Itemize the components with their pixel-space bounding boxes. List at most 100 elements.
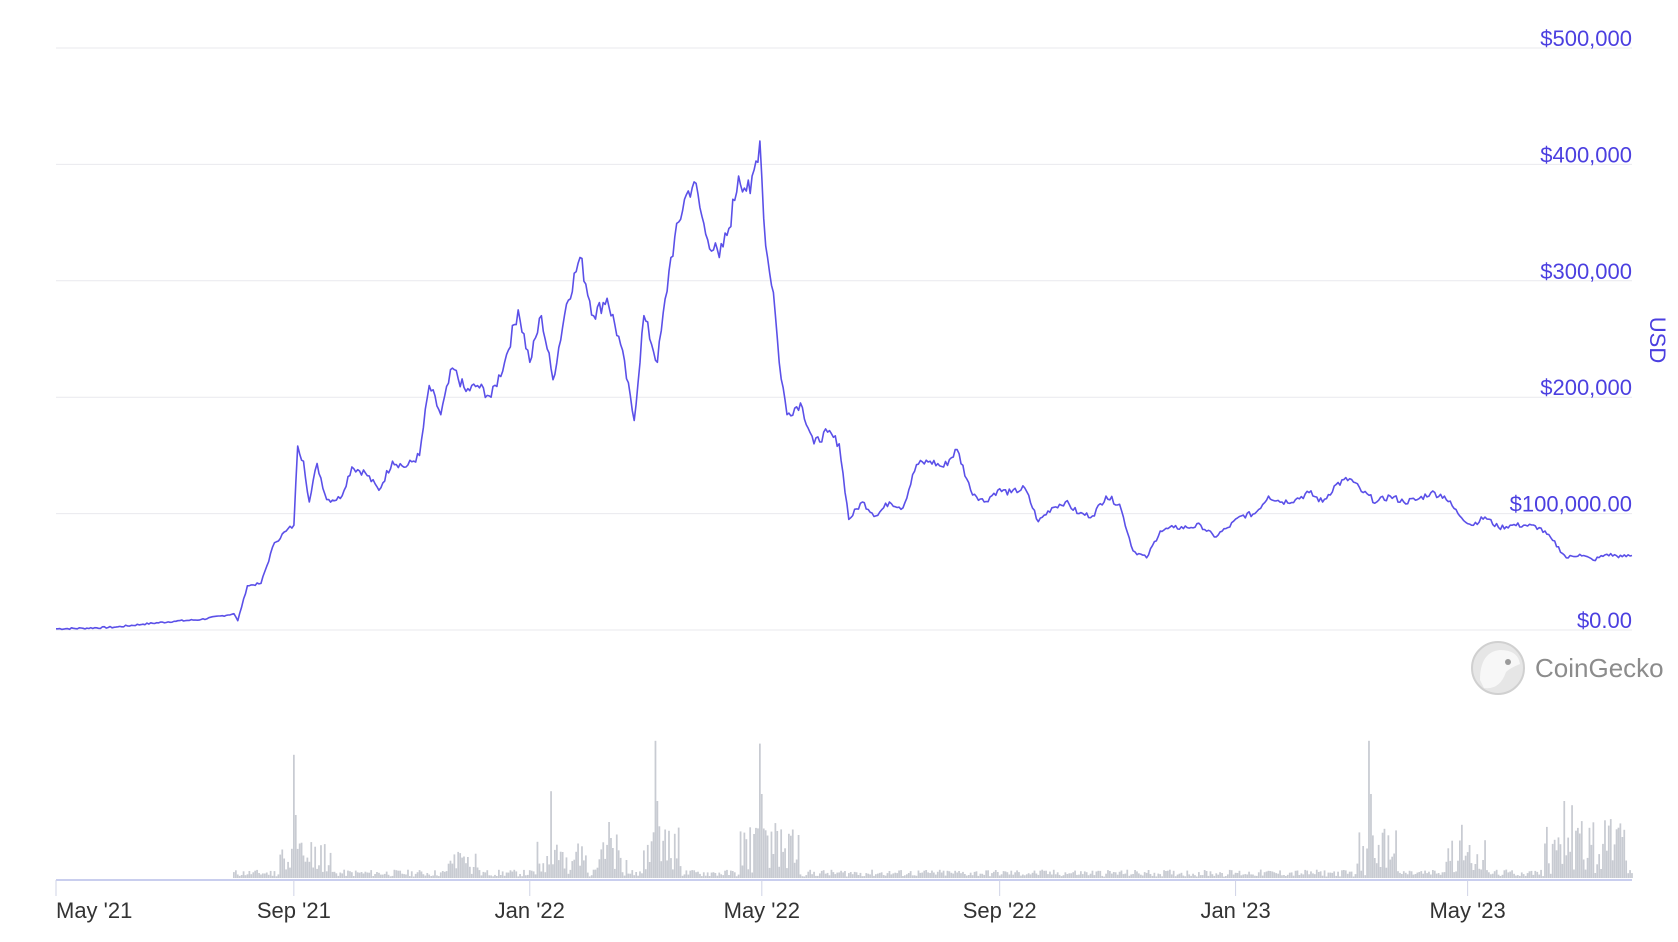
- volume-bar: [1401, 874, 1403, 878]
- volume-bar: [331, 871, 334, 878]
- volume-bar: [996, 872, 999, 878]
- volume-bar: [1141, 875, 1144, 878]
- volume-bar: [1548, 863, 1550, 878]
- volume-bar: [1288, 872, 1291, 878]
- volume-bar: [1143, 872, 1146, 878]
- volume-bar: [470, 873, 473, 878]
- volume-bar: [333, 871, 336, 878]
- volume-bar: [809, 869, 812, 878]
- volume-bar: [664, 829, 667, 878]
- volume-bar: [1317, 872, 1320, 878]
- volume-bar: [762, 828, 765, 878]
- volume-bar: [627, 873, 630, 878]
- volume-bar: [1551, 843, 1554, 878]
- volume-bar: [1594, 873, 1597, 878]
- volume-bar: [1037, 874, 1040, 878]
- volume-bar: [935, 874, 937, 878]
- volume-bar: [1111, 873, 1113, 878]
- volume-bar: [967, 875, 970, 878]
- volume-bar: [583, 860, 585, 878]
- volume-bar: [424, 875, 427, 878]
- volume-bar: [366, 872, 369, 878]
- volume-bar: [1549, 873, 1552, 878]
- volume-bar: [554, 849, 556, 878]
- volume-bar: [1495, 869, 1498, 878]
- volume-bar: [824, 873, 827, 878]
- volume-bar: [1582, 859, 1585, 878]
- volume-bar: [378, 872, 380, 878]
- volume-bar: [1348, 871, 1351, 878]
- volume-bar: [1300, 873, 1303, 878]
- volume-bar: [1275, 873, 1278, 878]
- volume-bar: [679, 866, 682, 878]
- volume-bar: [1406, 874, 1409, 878]
- volume-bar: [428, 874, 431, 878]
- volume-bar: [1201, 875, 1204, 878]
- volume-bar: [904, 875, 906, 878]
- volume-bar: [1029, 874, 1032, 878]
- volume-bar: [1381, 832, 1384, 878]
- volume-bar: [911, 875, 914, 878]
- volume-bar: [1524, 875, 1527, 878]
- volume-bar: [1625, 860, 1628, 878]
- volume-bar: [815, 875, 817, 878]
- volume-bar: [528, 870, 531, 878]
- volume-bar: [1627, 873, 1630, 878]
- volume-bar: [571, 861, 574, 878]
- volume-bar: [861, 876, 864, 878]
- volume-bar: [1573, 869, 1575, 878]
- volume-bar: [1000, 874, 1003, 878]
- volume-bar: [853, 871, 856, 878]
- volume-bar: [395, 870, 398, 878]
- volume-bar: [1315, 869, 1318, 878]
- volume-bar: [1356, 863, 1359, 878]
- volume-bar: [619, 857, 622, 878]
- volume-bar: [1292, 875, 1295, 878]
- volume-bar: [1360, 870, 1363, 878]
- x-tick-label: Sep '22: [963, 898, 1037, 923]
- volume-bar: [1062, 875, 1065, 878]
- volume-bar: [805, 875, 808, 878]
- volume-bar: [1559, 844, 1562, 878]
- volume-bar: [938, 869, 941, 878]
- volume-bar: [652, 832, 655, 878]
- volume-bar: [865, 873, 868, 878]
- volume-bar: [467, 857, 469, 878]
- volume-bar: [1002, 871, 1005, 878]
- volume-bar: [548, 864, 550, 878]
- volume-bar: [1331, 872, 1334, 878]
- volume-bar: [1314, 874, 1316, 878]
- volume-bar: [757, 828, 759, 878]
- volume-bar: [1151, 875, 1154, 878]
- volume-bar: [886, 873, 889, 878]
- volume-bar: [774, 823, 777, 878]
- volume-bar: [484, 872, 487, 878]
- volume-bar: [1433, 870, 1436, 878]
- volume-bar: [1358, 832, 1361, 878]
- volume-bar: [701, 876, 703, 878]
- volume-bar: [351, 872, 353, 878]
- volume-bar: [513, 869, 516, 878]
- volume-bar: [623, 875, 626, 878]
- volume-bar: [760, 794, 763, 878]
- volume-bar: [1217, 874, 1220, 878]
- volume-bar: [1010, 870, 1013, 878]
- volume-bar: [1248, 871, 1250, 878]
- volume-bar: [575, 851, 578, 878]
- volume-bar: [469, 866, 471, 878]
- volume-bar: [662, 840, 665, 878]
- volume-bar: [1519, 875, 1521, 878]
- volume-bar: [534, 874, 537, 878]
- volume-bar: [552, 864, 554, 878]
- volume-bar: [958, 871, 960, 878]
- volume-bar: [857, 875, 860, 878]
- volume-bar: [1254, 875, 1256, 878]
- volume-bar: [975, 871, 978, 878]
- volume-bar: [1095, 871, 1098, 878]
- volume-bar: [1426, 873, 1428, 878]
- volume-bar: [898, 870, 900, 878]
- volume-bar: [1120, 870, 1123, 878]
- volume-bar: [625, 860, 628, 878]
- volume-bar: [1528, 871, 1531, 878]
- volume-bar: [418, 870, 421, 878]
